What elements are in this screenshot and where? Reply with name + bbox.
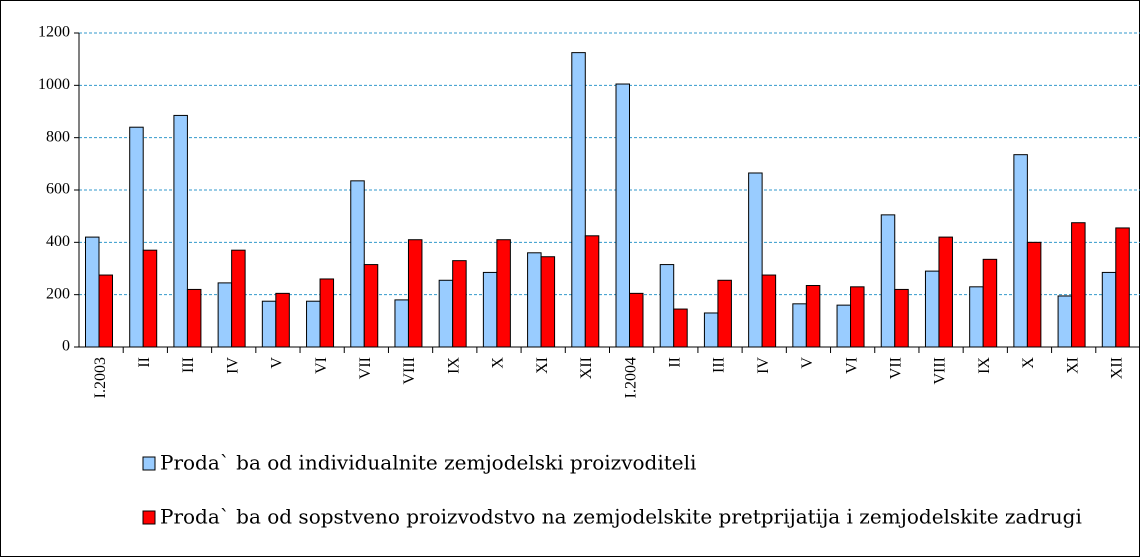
- bar: [186, 288, 202, 348]
- bar: [363, 264, 379, 348]
- x-tick-label: V: [799, 357, 816, 369]
- legend-swatch: [142, 456, 156, 471]
- bar: [982, 258, 998, 348]
- bar: [407, 239, 423, 348]
- bar: [394, 299, 409, 348]
- x-tick-label: II: [666, 357, 683, 368]
- x-tick-label: VIII: [932, 357, 949, 385]
- x-tick-label: X: [1020, 357, 1037, 369]
- x-tick-label: X: [490, 357, 507, 369]
- x-tick-label: VI: [313, 357, 330, 374]
- bar: [540, 256, 556, 348]
- bar: [703, 312, 719, 348]
- bar: [571, 52, 586, 348]
- bar: [1071, 222, 1086, 348]
- y-tick-label: 600: [46, 181, 70, 198]
- x-tick-label: I.2003: [92, 357, 109, 398]
- legend-label: Proda` ba od individualnite zemjodelski …: [160, 451, 696, 475]
- x-tick-label: IV: [224, 357, 241, 374]
- bar: [261, 300, 277, 348]
- x-tick-label: IX: [976, 357, 993, 374]
- y-tick-label: 400: [46, 233, 70, 250]
- bar: [1013, 154, 1028, 348]
- bar: [1101, 271, 1117, 348]
- bar: [217, 282, 233, 348]
- bar: [924, 270, 940, 348]
- bar: [836, 304, 852, 348]
- legend-label: Proda` ba od sopstveno proizvodstvo na z…: [160, 505, 1082, 529]
- x-tick-label: I.2004: [622, 357, 639, 398]
- y-tick-label: 1000: [38, 76, 70, 93]
- x-tick-label: XII: [578, 357, 595, 379]
- bar: [1057, 295, 1073, 348]
- bar: [173, 114, 188, 348]
- bar: [584, 235, 600, 348]
- x-tick-label: VIII: [401, 357, 418, 385]
- bar: [496, 239, 511, 348]
- bar: [306, 300, 321, 348]
- x-tick-label: V: [269, 357, 286, 369]
- bar: [673, 308, 688, 348]
- bar: [805, 285, 821, 348]
- x-tick-label: VII: [357, 357, 374, 379]
- y-tick-label: 200: [46, 285, 70, 302]
- bar: [938, 236, 953, 348]
- bar: [319, 278, 335, 348]
- y-tick-label: 1200: [38, 24, 70, 41]
- y-tick-label: 800: [46, 128, 70, 145]
- bar: [969, 286, 984, 348]
- bar: [629, 292, 644, 348]
- bar: [748, 172, 763, 348]
- bar: [761, 274, 777, 348]
- x-tick-label: III: [711, 357, 728, 373]
- x-tick-label: II: [136, 357, 153, 368]
- bar: [527, 252, 542, 348]
- bar: [129, 126, 144, 348]
- y-tick-label: 0: [62, 338, 70, 355]
- bar: [275, 292, 290, 348]
- bar: [1026, 241, 1042, 348]
- bar: [850, 286, 865, 348]
- bar: [350, 180, 365, 348]
- bar: [452, 260, 467, 348]
- legend-swatch: [142, 510, 156, 525]
- x-tick-label: III: [180, 357, 197, 373]
- bar: [85, 236, 100, 348]
- bar: [792, 303, 807, 348]
- bar: [717, 279, 732, 348]
- x-tick-label: IX: [445, 357, 462, 374]
- x-tick-label: XII: [1109, 357, 1126, 379]
- bar: [880, 214, 896, 348]
- bar: [482, 271, 498, 348]
- x-tick-label: XI: [534, 357, 551, 374]
- x-tick-label: IV: [755, 357, 772, 374]
- bar: [615, 83, 630, 348]
- bar: [1115, 227, 1130, 348]
- bar: [659, 264, 675, 348]
- x-tick-label: XI: [1064, 357, 1081, 374]
- bar: [231, 249, 246, 348]
- x-tick-label: VI: [843, 357, 860, 374]
- bar: [894, 288, 909, 348]
- bar: [142, 249, 158, 348]
- bar: [98, 274, 113, 348]
- bar: [438, 279, 454, 348]
- x-tick-label: VII: [888, 357, 905, 379]
